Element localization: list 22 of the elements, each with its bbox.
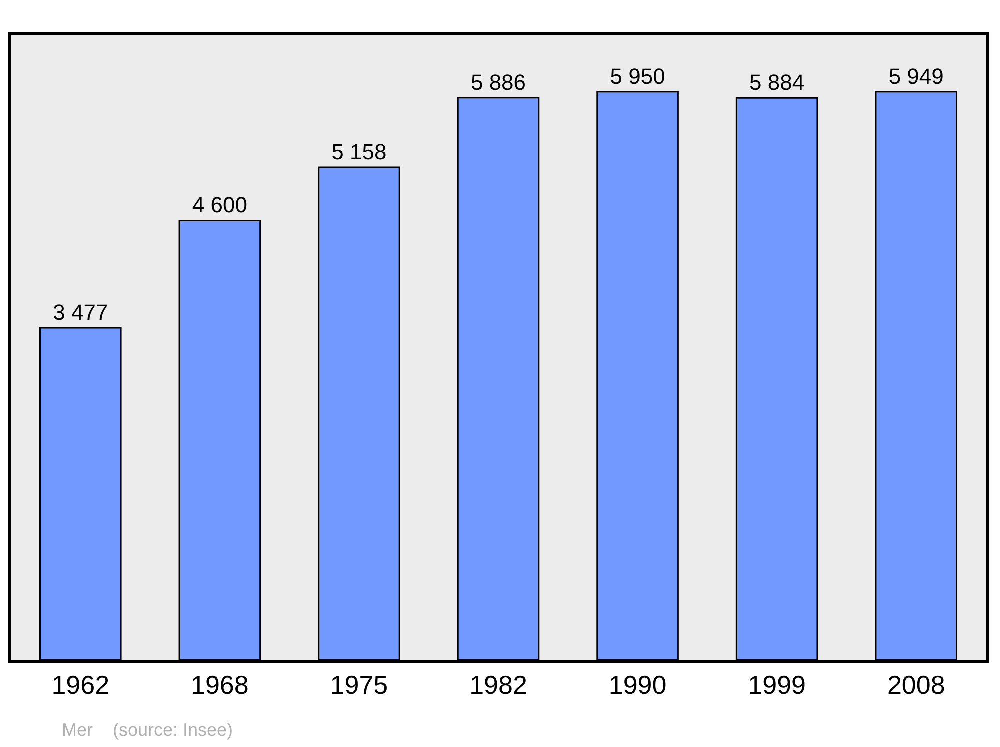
- bar: [178, 220, 262, 660]
- x-tick-label: 1982: [470, 670, 528, 700]
- x-tick-label: 1975: [330, 670, 388, 700]
- x-tick-label: 1968: [191, 670, 249, 700]
- data-label: 5 158: [332, 139, 387, 164]
- data-label: 4 600: [192, 192, 248, 218]
- x-tick-label: 1999: [748, 670, 806, 700]
- data-label: 5 884: [750, 70, 805, 96]
- data-label: 3 477: [53, 300, 108, 325]
- x-tick-label: 1990: [608, 670, 667, 700]
- data-label: 5 886: [470, 70, 526, 95]
- data-label: 5 949: [888, 64, 944, 89]
- x-tick-label: 1962: [52, 670, 110, 700]
- x-tick-label: 2008: [887, 670, 946, 700]
- bar: [318, 166, 400, 660]
- bar: [457, 97, 540, 660]
- bar: [736, 97, 818, 660]
- bar: [596, 91, 679, 660]
- bar: [875, 91, 958, 660]
- bar: [40, 327, 122, 660]
- text: Mer (source: Insee): [62, 720, 234, 740]
- data-label: 5 950: [610, 64, 666, 89]
